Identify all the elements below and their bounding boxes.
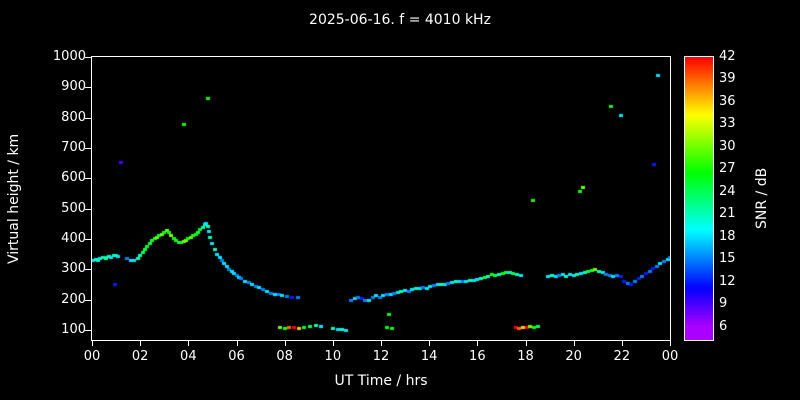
colorbar-tick-label: 42 <box>719 49 736 64</box>
colorbar <box>684 56 714 341</box>
chart-title: 2025-06-16. f = 4010 kHz <box>309 12 491 28</box>
x-tick-label: 22 <box>613 349 631 364</box>
colorbar-tick-label: 33 <box>719 116 736 132</box>
x-tick-label: 04 <box>180 349 197 364</box>
x-tick-mark <box>236 340 238 346</box>
x-tick-mark <box>525 340 527 346</box>
colorbar-tick-label: 21 <box>719 206 736 222</box>
y-tick-label: 1000 <box>52 49 86 64</box>
colorbar-tick-label: 27 <box>719 161 736 177</box>
colorbar-label: SNR / dB <box>754 167 770 230</box>
colorbar-tick-label: 18 <box>719 228 736 244</box>
x-tick-mark <box>381 340 382 346</box>
x-tick-mark <box>92 340 93 346</box>
y-tick-label: 900 <box>61 79 86 95</box>
x-tick-label: 06 <box>228 349 245 364</box>
x-tick-mark <box>670 340 671 346</box>
y-tick-mark <box>85 87 91 89</box>
x-tick-label: 08 <box>276 349 293 364</box>
x-axis-label: UT Time / hrs <box>334 373 428 389</box>
x-tick-mark <box>429 340 431 346</box>
x-tick-mark <box>284 340 286 346</box>
scatter-points-canvas <box>92 57 670 340</box>
x-tick-label: 02 <box>131 349 149 364</box>
x-tick-mark <box>477 340 479 346</box>
y-tick-mark <box>85 238 91 240</box>
x-tick-label: 10 <box>324 349 342 364</box>
y-tick-mark <box>85 329 91 331</box>
x-tick-mark <box>188 340 190 346</box>
y-tick-mark <box>85 269 91 271</box>
colorbar-tick-label: 30 <box>719 138 736 154</box>
x-tick-label: 14 <box>420 349 438 364</box>
x-tick-mark <box>573 340 575 346</box>
x-tick-mark <box>332 340 334 346</box>
plot-area <box>91 56 671 341</box>
y-tick-label: 800 <box>61 109 86 125</box>
y-tick-label: 400 <box>61 230 86 246</box>
x-tick-label: 18 <box>517 349 534 364</box>
colorbar-tick-label: 15 <box>719 251 736 267</box>
x-tick-mark <box>621 340 623 346</box>
x-tick-label: 00 <box>661 349 679 364</box>
colorbar-tick-label: 24 <box>719 183 736 199</box>
y-tick-label: 300 <box>61 261 86 277</box>
y-tick-label: 200 <box>61 291 86 307</box>
colorbar-tick-label: 12 <box>719 273 736 289</box>
colorbar-tick-label: 9 <box>719 296 728 312</box>
y-tick-label: 600 <box>61 170 86 186</box>
x-tick-label: 16 <box>469 349 486 364</box>
y-tick-label: 100 <box>61 321 86 337</box>
y-tick-mark <box>85 57 91 58</box>
x-tick-label: 20 <box>565 349 582 364</box>
y-tick-mark <box>85 178 91 180</box>
y-tick-mark <box>85 208 91 210</box>
colorbar-tick-label: 6 <box>719 318 728 334</box>
y-axis-label: Virtual height / km <box>6 133 22 264</box>
colorbar-tick-label: 39 <box>719 71 736 87</box>
y-tick-mark <box>85 117 91 119</box>
colorbar-tick-label: 36 <box>719 93 736 109</box>
y-tick-mark <box>85 147 91 149</box>
y-tick-mark <box>85 299 91 301</box>
y-tick-label: 500 <box>61 200 86 216</box>
x-tick-mark <box>140 340 142 346</box>
x-tick-label: 12 <box>372 349 390 364</box>
y-tick-label: 700 <box>61 139 86 155</box>
x-tick-label: 00 <box>83 349 101 364</box>
